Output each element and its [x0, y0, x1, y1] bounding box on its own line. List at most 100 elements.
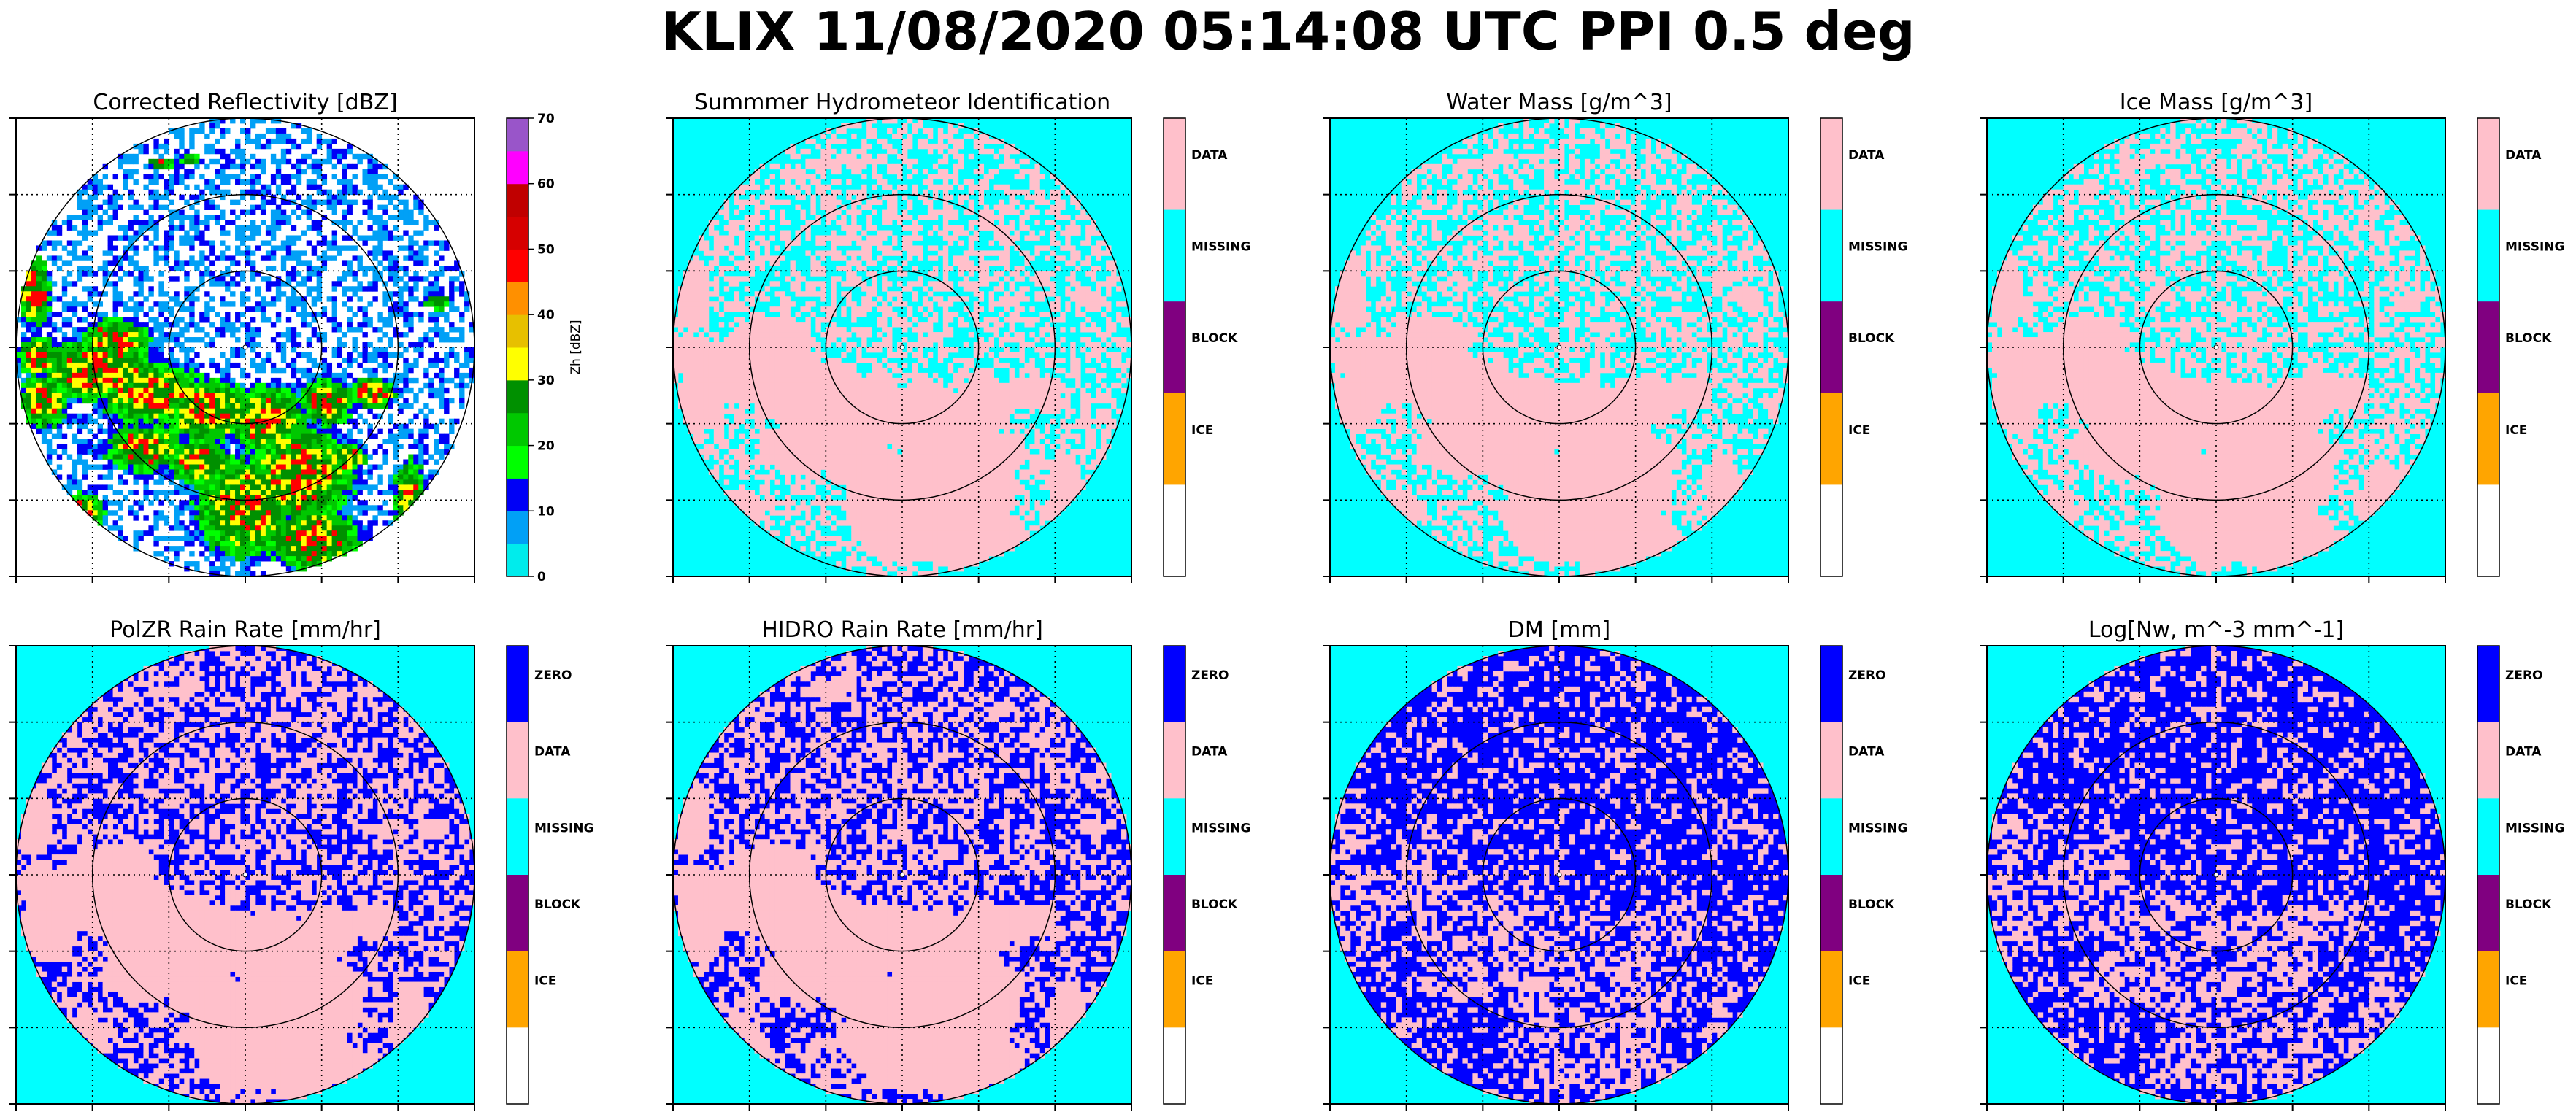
colorbar-segment — [507, 347, 528, 380]
colorbar-segment — [1164, 301, 1185, 393]
colorbar-segment — [507, 951, 528, 1028]
colorbar-segment — [1164, 951, 1185, 1028]
colorbar-segment — [507, 282, 528, 314]
colorbar-segment — [507, 544, 528, 576]
colorbar-category-label: ZERO — [1191, 668, 1229, 683]
panel-title: DM [mm] — [1508, 617, 1610, 643]
colorbar-segment — [1164, 393, 1185, 485]
colorbar-segment — [1820, 875, 1842, 951]
colorbar-segment — [1164, 118, 1185, 210]
colorbar-category-label: ICE — [534, 974, 556, 989]
colorbar-segment — [507, 478, 528, 511]
colorbar-segment — [1164, 1027, 1185, 1104]
panel-title: Log[Nw, m^-3 mm^-1] — [2088, 617, 2344, 643]
colorbar-tick-label: 60 — [537, 177, 555, 192]
colorbar-segment — [1164, 646, 1185, 722]
radar-site-marker — [243, 345, 247, 349]
colorbar-segment — [507, 1027, 528, 1104]
panel-title: PolZR Rain Rate [mm/hr] — [109, 617, 381, 643]
colorbar-category-label: ICE — [1191, 974, 1213, 989]
colorbar-segment — [1164, 722, 1185, 799]
colorbar-category-label: DATA — [2505, 745, 2542, 760]
colorbar-segment — [1820, 484, 1842, 576]
colorbar-segment — [1820, 798, 1842, 875]
radar-panel-3: Water Mass [g/m^3] DATA MISSING BLOCK ICE — [1323, 90, 1907, 583]
colorbar-segment — [507, 249, 528, 282]
colorbar-category-label: MISSING — [1848, 821, 1907, 835]
colorbar-category-label: BLOCK — [534, 897, 581, 912]
colorbar-segment — [1820, 118, 1842, 210]
colorbar-category-label: ZERO — [534, 668, 572, 683]
colorbar-category-label: DATA — [534, 745, 571, 760]
colorbar-segment — [1820, 722, 1842, 799]
colorbar-segment — [507, 511, 528, 544]
colorbar-tick-label: 70 — [537, 112, 555, 126]
panel-title: HIDRO Rain Rate [mm/hr] — [761, 617, 1043, 643]
radar-site-marker — [2214, 345, 2218, 349]
colorbar-segment — [1820, 210, 1842, 302]
colorbar-segment — [507, 314, 528, 347]
colorbar-category-label: DATA — [1848, 745, 1885, 760]
colorbar-segment — [507, 217, 528, 250]
colorbar-segment — [1820, 301, 1842, 393]
radar-site-marker — [900, 345, 904, 349]
colorbar-segment — [1820, 951, 1842, 1028]
colorbar-segment — [2477, 722, 2499, 799]
colorbar-segment — [2477, 951, 2499, 1028]
colorbar-segment — [507, 413, 528, 446]
radar-panel-5: PolZR Rain Rate [mm/hr] ZERO DATA MISSING BL… — [9, 617, 593, 1111]
colorbar-segment — [1164, 875, 1185, 951]
colorbar-segment — [2477, 484, 2499, 576]
colorbar-category-label: MISSING — [1848, 240, 1907, 255]
colorbar-category-label: DATA — [1191, 745, 1228, 760]
colorbar-category-label: MISSING — [1191, 240, 1250, 255]
colorbar-segment — [2477, 210, 2499, 302]
colorbar-category-label: ICE — [1848, 423, 1870, 438]
colorbar-tick-label: 0 — [537, 570, 546, 584]
colorbar-segment — [507, 151, 528, 184]
colorbar-segment — [1164, 484, 1185, 576]
colorbar-category-label: BLOCK — [1848, 331, 1895, 346]
panel-title: Water Mass [g/m^3] — [1446, 90, 1672, 115]
colorbar-category-label: ICE — [1191, 423, 1213, 438]
colorbar-segment — [1820, 646, 1842, 722]
colorbar-segment — [507, 184, 528, 217]
colorbar-tick-label: 40 — [537, 308, 555, 323]
colorbar-segment — [2477, 301, 2499, 393]
radar-site-marker — [1557, 345, 1561, 349]
colorbar-category-label: ICE — [2505, 423, 2527, 438]
colorbar-tick-label: 20 — [537, 439, 555, 454]
colorbar-segment — [1820, 1027, 1842, 1104]
colorbar-segment — [2477, 1027, 2499, 1104]
colorbar-tick-label: 30 — [537, 374, 555, 388]
colorbar-category-label: DATA — [2505, 148, 2542, 163]
radar-panel-2: Summmer Hydrometeor Identification DATA MI… — [666, 90, 1250, 583]
colorbar-segment — [2477, 118, 2499, 210]
colorbar-category-label: MISSING — [534, 821, 593, 835]
colorbar-segment — [507, 798, 528, 875]
colorbar-label: Zh [dBZ] — [569, 320, 583, 374]
colorbar-category-label: MISSING — [2505, 240, 2564, 255]
colorbar-category-label: BLOCK — [2505, 897, 2552, 912]
colorbar-category-label: ZERO — [1848, 668, 1885, 683]
radar-site-marker — [243, 873, 247, 877]
radar-panel-6: HIDRO Rain Rate [mm/hr]ZERODATAMISSINGBL… — [666, 617, 1250, 1111]
colorbar-segment — [2477, 798, 2499, 875]
colorbar-category-label: DATA — [1848, 148, 1885, 163]
colorbar-category-label: DATA — [1191, 148, 1228, 163]
colorbar-category-label: BLOCK — [1848, 897, 1895, 912]
radar-site-marker — [2214, 873, 2218, 877]
colorbar-segment — [1164, 210, 1185, 302]
colorbar-category-label: MISSING — [2505, 821, 2564, 835]
colorbar-category-label: MISSING — [1191, 821, 1250, 835]
colorbar-segment — [507, 380, 528, 413]
colorbar-segment — [507, 446, 528, 479]
colorbar-category-label: BLOCK — [1191, 331, 1238, 346]
colorbar-segment — [507, 118, 528, 151]
radar-panel-1: Corrected Reflectivity [dBZ]010203040506… — [9, 90, 583, 584]
panel-title: Summmer Hydrometeor Identification — [694, 90, 1110, 115]
panel-title: Ice Mass [g/m^3] — [2120, 90, 2312, 115]
colorbar-segment — [2477, 393, 2499, 485]
